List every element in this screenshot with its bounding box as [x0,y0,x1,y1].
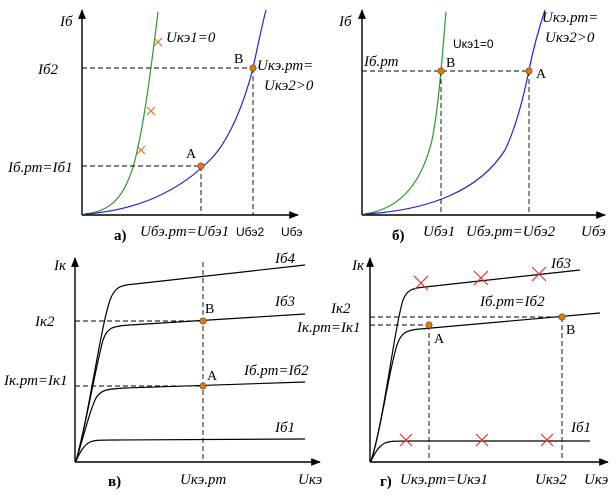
panel-a-green-label: Uкэ1=0 [166,30,216,46]
panel-c-letter: в) [108,474,121,490]
panel-b-x-axis-label: Uбэ [581,224,606,240]
panel-d-y-tick-top: Iк2 [330,301,351,317]
panel-a-y-tick-top: Iб2 [37,62,59,78]
panel-b-green-label: Uкэ1=0 [453,37,494,51]
cross-marker [399,433,413,447]
panel-d-point-b [558,313,566,321]
panel-b-x-tick-1: Uбэ1 [423,224,455,240]
panel-b-y-axis-label: Iб [338,14,352,30]
panel-c-x-axis-label: Uкэ [298,472,323,488]
panel-b-blue-curve [365,9,546,215]
panel-b-letter: б) [392,228,405,244]
panel-c-point-a [199,382,207,390]
panel-a-point-a [197,162,205,170]
panel-b-y-tick: Iб.рт [363,54,399,70]
panel-b-blue-label-1: Uкэ.рт= [542,10,598,26]
cross-marker [136,145,146,155]
cross-marker [531,266,547,282]
panel-a-crosses [136,37,163,155]
panel-c-curve-ib3 [75,313,306,462]
panel-c-y-axis-label: Iк [53,258,67,274]
panel-d-label-ib1: Iб1 [570,420,591,436]
panel-a-point-b [249,64,257,72]
panel-c-label-ib4: Iб4 [274,251,296,267]
panel-b-green-curve [363,11,447,215]
panel-c-label-ib1: Iб1 [274,420,295,436]
panel-d-curve-ib3 [370,269,581,462]
panel-c-point-a-label: A [207,369,218,384]
panel-c-x-tick: Uкэ.рт [180,472,226,488]
panel-a-letter: а) [114,228,127,244]
panel-d-label-ib2: Iб.рт=Iб2 [479,294,545,310]
panel-a: Iб Uбэ Uкэ1=0 Uкэ.рт= Uкэ2>0 B A Iб2 Iб.… [7,9,314,244]
panel-d-x-axis-label: Uкэ [584,472,609,488]
panel-c-curve-ib2 [75,381,306,462]
panel-b-point-b-label: B [446,56,455,71]
panel-a-blue-label-2: Uкэ2>0 [264,78,314,94]
panel-c-y-tick-low: Iк.рт=Iк1 [3,373,68,389]
panel-a-blue-label-1: Uкэ.рт= [257,58,313,74]
panel-c-label-ib2: Iб.рт=Iб2 [243,363,309,379]
panel-a-point-b-label: B [234,52,243,67]
cross-marker [413,275,429,291]
panel-a-point-a-label: A [186,147,197,162]
cross-marker [473,270,489,286]
panel-a-x-tick-1: Uбэ.рт=Uбэ1 [140,224,229,240]
cross-marker [146,106,156,116]
panel-d-label-ib3: Iб3 [550,256,571,272]
panel-d-x-tick-2: Uкэ2 [535,472,567,488]
panel-c-curve-ib1 [75,438,306,462]
panel-b-x-tick-2: Uбэ.рт=Uбэ2 [466,224,556,240]
panel-d: Iк Uкэ Iб3 Iб.рт=Iб2 Iб1 A B Iк2 Iк.рт=I… [296,256,609,490]
panel-b-blue-label-2: Uкэ2>0 [545,30,595,46]
panel-a-y-axis-label: Iб [59,14,73,30]
cross-marker [475,433,489,447]
panel-d-curve-ib2 [370,312,601,462]
panel-b-point-a [525,67,533,75]
panel-b-point-b [437,67,445,75]
panel-c: Iк Uкэ Iб4 Iб3 Iб.рт=Iб2 Iб1 B A Iк2 Iк.… [3,251,323,490]
panel-a-green-curve [83,11,159,215]
panel-d-crosses [399,266,554,447]
panel-d-point-a-label: A [434,332,445,347]
panel-a-x-tick-2: Uбэ2 [236,225,265,239]
panel-d-curve-ib1 [370,440,590,462]
panel-d-y-tick-low: Iк.рт=Iк1 [296,320,361,336]
cross-marker [153,37,163,47]
panel-a-y-tick-low: Iб.рт=Iб1 [7,160,73,176]
panel-a-blue-curve [85,9,267,215]
cross-marker [540,433,554,447]
panel-c-point-b [199,317,207,325]
panel-c-y-tick-top: Iк2 [34,314,55,330]
panel-d-letter: г) [380,474,392,490]
panel-b-point-a-label: A [536,67,547,82]
panel-d-x-tick-1: Uкэ.рт=Uкэ1 [400,472,488,488]
panel-a-x-axis-label: Uбэ [281,225,303,239]
panel-b: Iб Uбэ Uкэ1=0 Uкэ.рт= Uкэ2>0 B A Iб.рт U… [338,9,606,244]
panel-c-label-ib3: Iб3 [274,294,295,310]
panel-d-point-b-label: B [566,323,575,338]
panel-d-point-a [425,321,433,329]
panel-d-y-axis-label: Iк [351,258,365,274]
panel-c-point-b-label: B [205,302,214,317]
